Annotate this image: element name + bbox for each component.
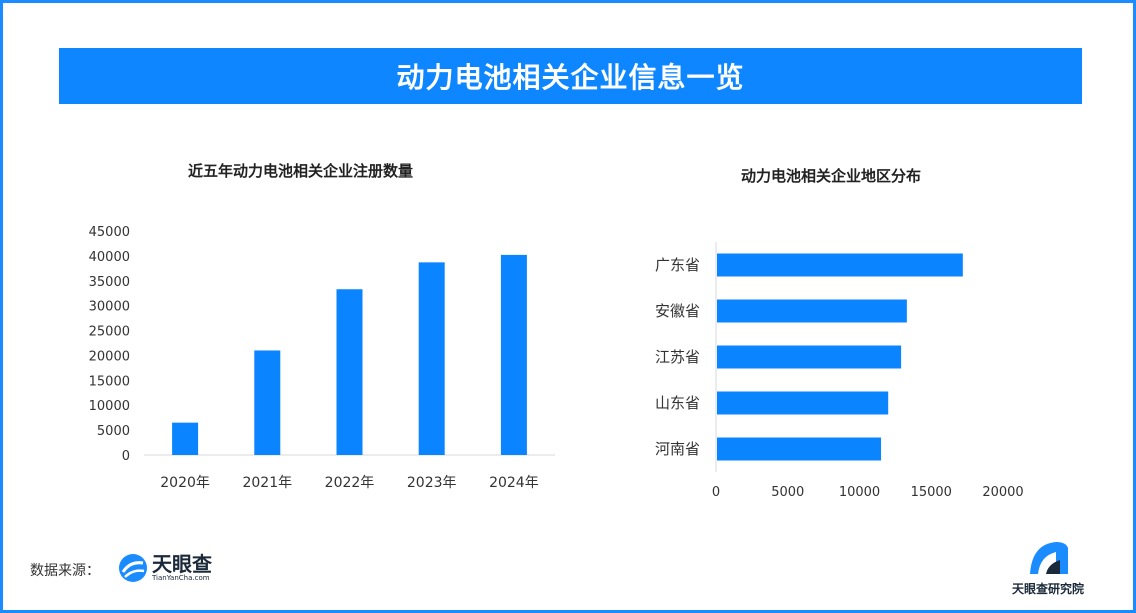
bar-2024年 (500, 254, 527, 455)
y-tick-label: 10000 (89, 399, 130, 414)
y-tick-label: 40000 (89, 250, 130, 265)
y-tick-label: 30000 (89, 300, 130, 315)
y-tick-label: 山东省 (655, 394, 700, 412)
page-title: 动力电池相关企业信息一览 (396, 61, 745, 94)
y-tick-label: 0 (122, 449, 130, 464)
x-tick-label: 20000 (982, 485, 1023, 500)
y-tick-label: 5000 (97, 424, 130, 439)
x-tick-label: 5000 (771, 485, 804, 500)
logo-name: 天眼查 (152, 551, 212, 576)
y-tick-label: 广东省 (655, 256, 700, 274)
x-tick-label: 2021年 (242, 475, 292, 491)
bar-2020年 (172, 422, 199, 455)
chart-title-region: 动力电池相关企业地区分布 (741, 167, 922, 185)
x-tick-label: 2024年 (489, 475, 539, 491)
y-tick-label: 35000 (89, 275, 130, 290)
bar-山东省 (717, 391, 889, 415)
x-tick-label: 15000 (911, 485, 952, 500)
x-tick-label: 0 (712, 485, 720, 500)
bar-2023年 (418, 262, 445, 455)
tianyancha-logo-icon (119, 554, 147, 582)
bar-河南省 (717, 437, 882, 461)
x-tick-label: 2020年 (160, 475, 210, 491)
source-label: 数据来源： (30, 563, 100, 579)
y-tick-label: 20000 (89, 349, 130, 364)
x-tick-label: 10000 (839, 485, 880, 500)
bar-2021年 (254, 350, 281, 455)
bar-广东省 (717, 253, 963, 277)
y-tick-label: 安徽省 (655, 302, 700, 320)
y-tick-label: 45000 (89, 225, 130, 240)
y-tick-label: 江苏省 (655, 348, 700, 366)
y-tick-label: 25000 (89, 325, 130, 340)
chart-title-yearly: 近五年动力电池相关企业注册数量 (188, 162, 414, 180)
x-tick-label: 2023年 (407, 475, 457, 491)
logo-domain: TianYanCha.com (152, 573, 210, 582)
y-tick-label: 河南省 (655, 440, 700, 458)
tianyancha-logo: 天眼查 TianYanCha.com (118, 552, 212, 584)
x-tick-label: 2022年 (325, 475, 375, 491)
bar-江苏省 (717, 345, 902, 369)
institute-emblem-icon (1030, 542, 1068, 574)
title-banner: 动力电池相关企业信息一览 (59, 48, 1082, 104)
institute-logo: 天眼查研究院 (1003, 538, 1093, 597)
institute-name: 天眼查研究院 (1011, 582, 1084, 596)
bar-2022年 (336, 289, 363, 455)
y-tick-label: 15000 (89, 374, 130, 389)
bar-安徽省 (717, 299, 907, 323)
